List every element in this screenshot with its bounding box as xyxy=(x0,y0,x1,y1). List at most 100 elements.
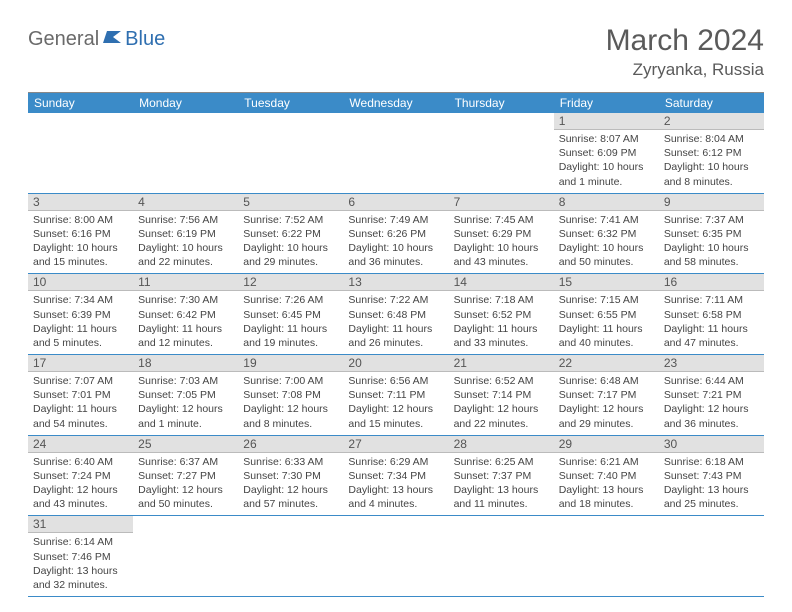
day-number: 12 xyxy=(238,274,343,291)
flag-icon xyxy=(103,29,123,43)
day-cell-12: 12Sunrise: 7:26 AMSunset: 6:45 PMDayligh… xyxy=(238,274,343,354)
day-details: Sunrise: 8:00 AMSunset: 6:16 PMDaylight:… xyxy=(28,211,133,274)
day-number: 5 xyxy=(238,194,343,211)
day-number: 16 xyxy=(659,274,764,291)
day-cell-1: 1Sunrise: 8:07 AMSunset: 6:09 PMDaylight… xyxy=(554,113,659,193)
day-number: 8 xyxy=(554,194,659,211)
day-cell-17: 17Sunrise: 7:07 AMSunset: 7:01 PMDayligh… xyxy=(28,355,133,435)
day-cell-empty xyxy=(449,113,554,193)
day-cell-empty xyxy=(238,113,343,193)
day-cell-19: 19Sunrise: 7:00 AMSunset: 7:08 PMDayligh… xyxy=(238,355,343,435)
day-details: Sunrise: 7:00 AMSunset: 7:08 PMDaylight:… xyxy=(238,372,343,435)
day-number: 20 xyxy=(343,355,448,372)
day-number: 22 xyxy=(554,355,659,372)
day-details: Sunrise: 7:15 AMSunset: 6:55 PMDaylight:… xyxy=(554,291,659,354)
day-cell-30: 30Sunrise: 6:18 AMSunset: 7:43 PMDayligh… xyxy=(659,436,764,516)
day-cell-3: 3Sunrise: 8:00 AMSunset: 6:16 PMDaylight… xyxy=(28,194,133,274)
day-number: 2 xyxy=(659,113,764,130)
day-details: Sunrise: 7:37 AMSunset: 6:35 PMDaylight:… xyxy=(659,211,764,274)
week-row: 10Sunrise: 7:34 AMSunset: 6:39 PMDayligh… xyxy=(28,274,764,355)
day-cell-empty xyxy=(554,516,659,596)
location: Zyryanka, Russia xyxy=(606,60,764,80)
weekday-saturday: Saturday xyxy=(659,93,764,113)
day-cell-26: 26Sunrise: 6:33 AMSunset: 7:30 PMDayligh… xyxy=(238,436,343,516)
weekday-thursday: Thursday xyxy=(449,93,554,113)
weekday-wednesday: Wednesday xyxy=(343,93,448,113)
day-details: Sunrise: 7:26 AMSunset: 6:45 PMDaylight:… xyxy=(238,291,343,354)
day-details: Sunrise: 6:25 AMSunset: 7:37 PMDaylight:… xyxy=(449,453,554,516)
day-details: Sunrise: 6:29 AMSunset: 7:34 PMDaylight:… xyxy=(343,453,448,516)
day-number: 3 xyxy=(28,194,133,211)
day-cell-24: 24Sunrise: 6:40 AMSunset: 7:24 PMDayligh… xyxy=(28,436,133,516)
day-number: 28 xyxy=(449,436,554,453)
day-cell-9: 9Sunrise: 7:37 AMSunset: 6:35 PMDaylight… xyxy=(659,194,764,274)
day-number: 30 xyxy=(659,436,764,453)
calendar: SundayMondayTuesdayWednesdayThursdayFrid… xyxy=(28,92,764,597)
day-cell-5: 5Sunrise: 7:52 AMSunset: 6:22 PMDaylight… xyxy=(238,194,343,274)
day-details: Sunrise: 7:49 AMSunset: 6:26 PMDaylight:… xyxy=(343,211,448,274)
day-cell-20: 20Sunrise: 6:56 AMSunset: 7:11 PMDayligh… xyxy=(343,355,448,435)
day-cell-2: 2Sunrise: 8:04 AMSunset: 6:12 PMDaylight… xyxy=(659,113,764,193)
day-details: Sunrise: 6:33 AMSunset: 7:30 PMDaylight:… xyxy=(238,453,343,516)
day-number: 31 xyxy=(28,516,133,533)
logo: General Blue xyxy=(28,28,165,51)
week-row: 31Sunrise: 6:14 AMSunset: 7:46 PMDayligh… xyxy=(28,516,764,597)
week-row: 1Sunrise: 8:07 AMSunset: 6:09 PMDaylight… xyxy=(28,113,764,194)
day-cell-empty xyxy=(659,516,764,596)
day-details: Sunrise: 7:22 AMSunset: 6:48 PMDaylight:… xyxy=(343,291,448,354)
weekday-header-row: SundayMondayTuesdayWednesdayThursdayFrid… xyxy=(28,93,764,113)
day-details: Sunrise: 8:07 AMSunset: 6:09 PMDaylight:… xyxy=(554,130,659,193)
day-details: Sunrise: 7:41 AMSunset: 6:32 PMDaylight:… xyxy=(554,211,659,274)
day-cell-16: 16Sunrise: 7:11 AMSunset: 6:58 PMDayligh… xyxy=(659,274,764,354)
day-cell-21: 21Sunrise: 6:52 AMSunset: 7:14 PMDayligh… xyxy=(449,355,554,435)
day-cell-10: 10Sunrise: 7:34 AMSunset: 6:39 PMDayligh… xyxy=(28,274,133,354)
day-cell-8: 8Sunrise: 7:41 AMSunset: 6:32 PMDaylight… xyxy=(554,194,659,274)
weekday-monday: Monday xyxy=(133,93,238,113)
day-cell-empty xyxy=(449,516,554,596)
day-number: 24 xyxy=(28,436,133,453)
week-row: 24Sunrise: 6:40 AMSunset: 7:24 PMDayligh… xyxy=(28,436,764,517)
week-row: 17Sunrise: 7:07 AMSunset: 7:01 PMDayligh… xyxy=(28,355,764,436)
weekday-sunday: Sunday xyxy=(28,93,133,113)
month-title: March 2024 xyxy=(606,24,764,58)
logo-text-blue: Blue xyxy=(125,28,165,51)
day-cell-22: 22Sunrise: 6:48 AMSunset: 7:17 PMDayligh… xyxy=(554,355,659,435)
day-number: 9 xyxy=(659,194,764,211)
day-cell-4: 4Sunrise: 7:56 AMSunset: 6:19 PMDaylight… xyxy=(133,194,238,274)
day-details: Sunrise: 7:45 AMSunset: 6:29 PMDaylight:… xyxy=(449,211,554,274)
day-number: 27 xyxy=(343,436,448,453)
weeks-container: 1Sunrise: 8:07 AMSunset: 6:09 PMDaylight… xyxy=(28,113,764,597)
day-cell-27: 27Sunrise: 6:29 AMSunset: 7:34 PMDayligh… xyxy=(343,436,448,516)
day-number: 29 xyxy=(554,436,659,453)
day-cell-empty xyxy=(28,113,133,193)
day-details: Sunrise: 6:37 AMSunset: 7:27 PMDaylight:… xyxy=(133,453,238,516)
day-cell-13: 13Sunrise: 7:22 AMSunset: 6:48 PMDayligh… xyxy=(343,274,448,354)
week-row: 3Sunrise: 8:00 AMSunset: 6:16 PMDaylight… xyxy=(28,194,764,275)
day-number: 18 xyxy=(133,355,238,372)
day-number: 23 xyxy=(659,355,764,372)
day-number: 4 xyxy=(133,194,238,211)
day-cell-14: 14Sunrise: 7:18 AMSunset: 6:52 PMDayligh… xyxy=(449,274,554,354)
day-details: Sunrise: 7:03 AMSunset: 7:05 PMDaylight:… xyxy=(133,372,238,435)
day-details: Sunrise: 7:30 AMSunset: 6:42 PMDaylight:… xyxy=(133,291,238,354)
day-cell-empty xyxy=(133,516,238,596)
day-details: Sunrise: 6:14 AMSunset: 7:46 PMDaylight:… xyxy=(28,533,133,596)
day-number: 19 xyxy=(238,355,343,372)
day-details: Sunrise: 8:04 AMSunset: 6:12 PMDaylight:… xyxy=(659,130,764,193)
day-cell-6: 6Sunrise: 7:49 AMSunset: 6:26 PMDaylight… xyxy=(343,194,448,274)
day-number: 13 xyxy=(343,274,448,291)
day-cell-empty xyxy=(343,516,448,596)
day-cell-18: 18Sunrise: 7:03 AMSunset: 7:05 PMDayligh… xyxy=(133,355,238,435)
day-cell-11: 11Sunrise: 7:30 AMSunset: 6:42 PMDayligh… xyxy=(133,274,238,354)
day-cell-7: 7Sunrise: 7:45 AMSunset: 6:29 PMDaylight… xyxy=(449,194,554,274)
day-cell-empty xyxy=(133,113,238,193)
day-number: 6 xyxy=(343,194,448,211)
day-cell-31: 31Sunrise: 6:14 AMSunset: 7:46 PMDayligh… xyxy=(28,516,133,596)
day-number: 25 xyxy=(133,436,238,453)
day-details: Sunrise: 7:56 AMSunset: 6:19 PMDaylight:… xyxy=(133,211,238,274)
day-details: Sunrise: 6:48 AMSunset: 7:17 PMDaylight:… xyxy=(554,372,659,435)
logo-text-general: General xyxy=(28,28,99,51)
day-details: Sunrise: 6:18 AMSunset: 7:43 PMDaylight:… xyxy=(659,453,764,516)
day-details: Sunrise: 6:56 AMSunset: 7:11 PMDaylight:… xyxy=(343,372,448,435)
title-block: March 2024 Zyryanka, Russia xyxy=(606,24,764,80)
